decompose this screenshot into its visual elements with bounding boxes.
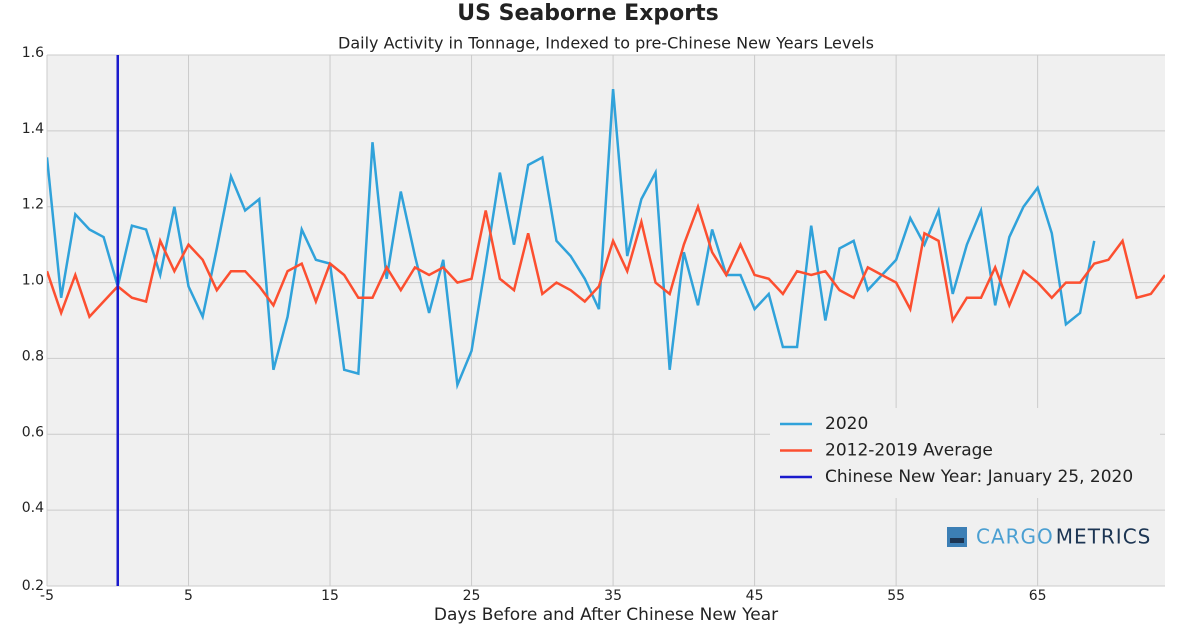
chart-subtitle: Daily Activity in Tonnage, Indexed to pr… <box>338 34 874 53</box>
x-tick-label: -5 <box>40 588 54 604</box>
x-tick-label: 35 <box>604 588 622 604</box>
x-tick-label: 45 <box>746 588 764 604</box>
x-tick-label: 5 <box>184 588 193 604</box>
logo-icon <box>947 527 967 547</box>
watermark: CARGO METRICS <box>947 525 1152 549</box>
series-line <box>47 89 1096 390</box>
x-tick-label: 25 <box>463 588 481 604</box>
y-tick-label: 0.4 <box>22 500 44 516</box>
chart-title: US Seaborne Exports <box>457 1 718 26</box>
legend: 2020 2012-2019 Average Chinese New Year: J… <box>770 408 1160 498</box>
plot-background <box>47 55 1165 586</box>
legend-label: 2020 <box>825 414 868 434</box>
x-tick-label: 55 <box>887 588 905 604</box>
x-axis-label: Days Before and After Chinese New Year <box>434 605 778 625</box>
legend-label: 2012-2019 Average <box>825 441 993 461</box>
logo-text-1: CARGO <box>976 525 1054 549</box>
x-tick-label: 15 <box>321 588 339 604</box>
legend-box <box>770 408 1160 498</box>
x-tick-label: 65 <box>1029 588 1047 604</box>
logo-text-2: METRICS <box>1056 525 1152 549</box>
y-tick-label: 1.4 <box>22 121 44 137</box>
y-tick-label: 1.0 <box>22 273 44 289</box>
y-tick-label: 1.2 <box>22 197 44 213</box>
y-tick-label: 0.6 <box>22 424 44 440</box>
y-tick-label: 1.6 <box>22 45 44 61</box>
logo-icon-detail <box>950 538 964 543</box>
y-tick-label: 0.2 <box>22 578 44 594</box>
series-line <box>47 202 1165 324</box>
y-tick-label: 0.8 <box>22 348 44 364</box>
legend-label: Chinese New Year: January 25, 2020 <box>825 467 1133 487</box>
lines <box>47 55 1165 586</box>
